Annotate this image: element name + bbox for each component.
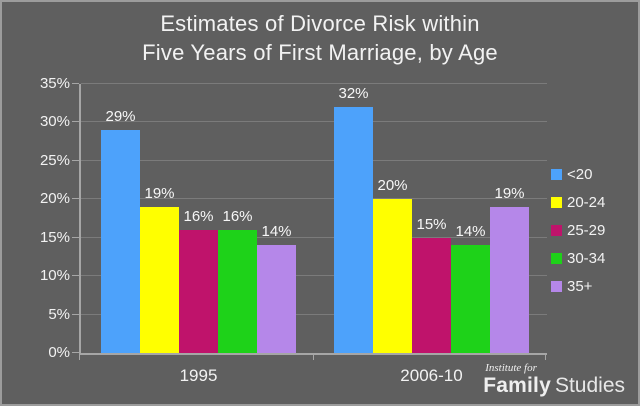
y-axis-tick (72, 352, 79, 353)
legend-item-30-34: 30-34 (551, 244, 605, 272)
ifs-logo: Institute for Family Studies (483, 362, 625, 396)
y-axis-tick-label: 20% (39, 190, 70, 208)
bar-value-label: 19% (144, 184, 175, 202)
x-axis-category-label: 1995 (179, 366, 218, 385)
y-axis-tick (72, 198, 79, 200)
y-axis-labels: 0% 5% 10% 15% 20% 25% 30% 35% (2, 75, 70, 361)
legend-swatch (551, 280, 562, 292)
legend-item-25-29: 25-29 (551, 216, 605, 244)
chart-title-line2: Five Years of First Marriage, by Age (142, 40, 498, 65)
y-axis-tick-label: 10% (39, 267, 70, 285)
gridline (81, 198, 547, 200)
bar-2006-10-<20 (334, 107, 373, 353)
ifs-logo-family-studies: Family Studies (483, 375, 625, 396)
y-axis-tick (72, 83, 79, 84)
legend-swatch (551, 168, 562, 180)
legend-label: 35+ (567, 277, 593, 295)
y-axis-tick-label: 0% (48, 344, 70, 361)
bar-1995-35+ (257, 245, 296, 353)
y-axis-tick-label: 35% (39, 75, 70, 92)
legend-item-20-24: 20-24 (551, 188, 605, 216)
bar-2006-10-25-29 (412, 237, 451, 353)
y-axis-tick-label: 15% (39, 228, 70, 246)
legend-label: 30-34 (567, 249, 606, 267)
bar-value-label: 16% (222, 208, 253, 226)
chart-title-line1: Estimates of Divorce Risk within (160, 11, 480, 36)
bar-1995-20-24 (140, 206, 179, 353)
x-axis-tick (545, 353, 546, 360)
chart-title: Estimates of Divorce Risk within Five Ye… (2, 9, 638, 67)
legend-swatch (551, 252, 562, 264)
legend-swatch (551, 224, 562, 236)
y-axis-tick-label: 5% (48, 305, 70, 323)
legend: <20 20-24 25-29 30-34 35+ (551, 160, 605, 300)
ifs-logo-institute-for: Institute for (485, 362, 537, 374)
x-axis-tick (79, 353, 80, 360)
bar-1995-30-34 (218, 230, 257, 353)
bar-value-label: 14% (261, 223, 292, 241)
bar-2006-10-20-24 (373, 199, 412, 353)
bar-value-label: 16% (183, 208, 214, 226)
y-axis-tick (72, 275, 79, 277)
bar-1995-25-29 (179, 230, 218, 353)
y-axis-tick-label: 25% (39, 151, 70, 169)
gridline (81, 275, 547, 277)
bar-value-label: 19% (494, 184, 525, 202)
bar-value-label: 14% (455, 223, 486, 241)
x-axis-category-label: 2006-10 (400, 366, 463, 385)
gridline (81, 121, 547, 123)
bar-value-label: 15% (416, 215, 447, 233)
gridline (81, 159, 547, 161)
legend-item-<20: <20 (551, 160, 605, 188)
bar-value-label: 29% (105, 108, 136, 126)
bar-2006-10-35+ (490, 206, 529, 353)
bar-2006-10-30-34 (451, 245, 490, 353)
ifs-logo-studies: Studies (554, 374, 625, 397)
legend-label: 20-24 (567, 193, 606, 211)
legend-item-35+: 35+ (551, 272, 605, 300)
gridline (81, 83, 547, 84)
gridline (81, 313, 547, 315)
y-axis-tick-label: 30% (39, 113, 70, 131)
legend-label: <20 (567, 165, 593, 183)
legend-label: 25-29 (567, 221, 606, 239)
y-axis-tick (72, 313, 79, 315)
x-axis-tick (313, 353, 314, 360)
gridline (81, 236, 547, 238)
y-axis-tick (72, 121, 79, 123)
legend-swatch (551, 196, 562, 208)
ifs-logo-family: Family (483, 374, 551, 397)
y-axis-tick (72, 236, 79, 238)
bar-value-label: 32% (338, 85, 369, 103)
plot-area: 29% 19% 16% 16% 14% 1995 32% 20% 15% 14% 19% 2006-1… (72, 83, 547, 385)
y-axis-tick (72, 159, 79, 161)
bar-value-label: 20% (377, 177, 408, 195)
bar-1995-<20 (101, 130, 140, 353)
